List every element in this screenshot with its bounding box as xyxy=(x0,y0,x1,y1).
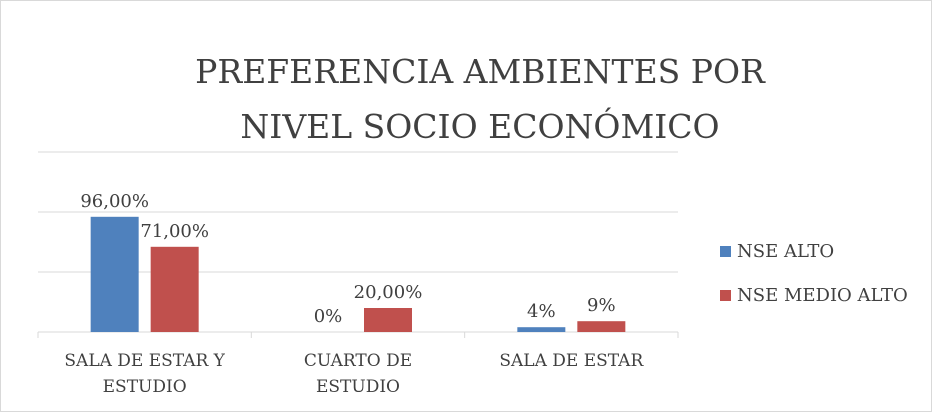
data-label: 20,00% xyxy=(354,282,423,303)
bar xyxy=(150,246,199,332)
x-tick-label: SALA DE ESTAR Y ESTUDIO xyxy=(64,351,225,397)
data-label: 9% xyxy=(587,295,616,316)
bar xyxy=(577,321,626,332)
x-tick-label: CUARTO DE ESTUDIO xyxy=(303,351,413,397)
bar xyxy=(90,216,139,332)
data-label: 71,00% xyxy=(140,221,209,242)
legend-swatch xyxy=(720,246,731,257)
legend-label: NSE MEDIO ALTO xyxy=(737,285,908,306)
legend-label: NSE ALTO xyxy=(737,241,834,262)
chart-title: PREFERENCIA AMBIENTES POR NIVEL SOCIO EC… xyxy=(195,52,765,146)
data-label: 96,00% xyxy=(80,191,149,212)
x-tick-label: SALA DE ESTAR xyxy=(499,351,644,371)
bar xyxy=(517,327,566,332)
data-label: 0% xyxy=(314,306,343,327)
data-label: 4% xyxy=(527,301,556,322)
legend-swatch xyxy=(720,290,731,301)
bar xyxy=(364,308,412,332)
